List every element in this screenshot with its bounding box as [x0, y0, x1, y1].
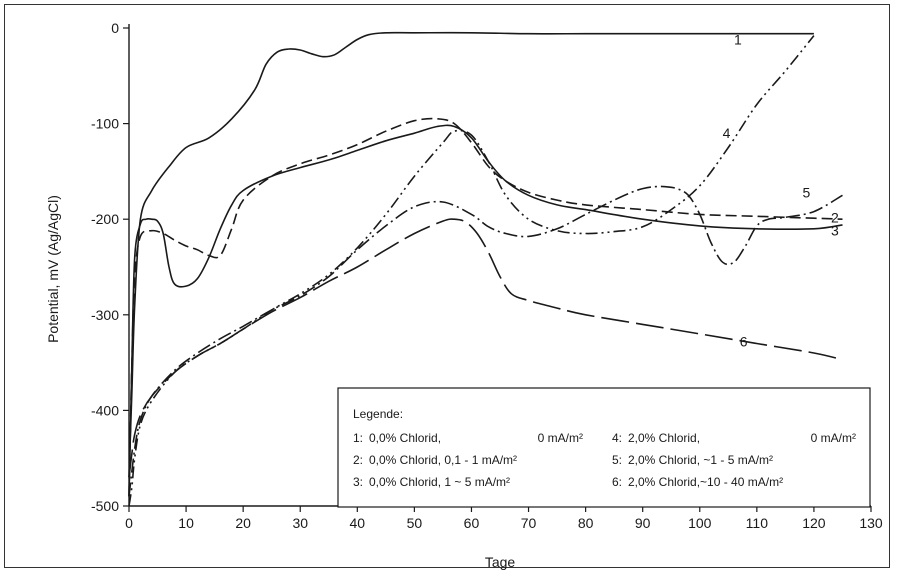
legend-entry-description: 0,0% Chlorid, 1 ~ 5 mA/m²	[369, 475, 510, 489]
y-tick-label: -500	[91, 498, 119, 514]
series-4-label: 4	[723, 125, 731, 141]
y-tick-label: 0	[111, 20, 119, 36]
x-tick-label: 110	[746, 515, 769, 531]
legend-entry: 6: 2,0% Chlorid,~10 - 40 mA/m²	[612, 475, 783, 489]
x-tick-label: 130	[859, 515, 883, 531]
series-3-line	[128, 124, 843, 497]
y-tick-label: -200	[91, 211, 119, 227]
legend-entry-number: 1:	[353, 431, 363, 445]
x-tick-label: 50	[407, 515, 423, 531]
y-axis-title: Potential, mV (Ag/AgCl)	[45, 195, 61, 343]
y-tick-label: -300	[91, 307, 119, 323]
legend-entry-description: 2,0% Chlorid, ~1 - 5 mA/m²	[628, 453, 773, 467]
x-tick-label: 0	[125, 515, 133, 531]
legend-entries: 1: 0,0% Chlorid, 0 mA/m² 2: 0,0% Chlorid, 0,…	[353, 431, 856, 489]
curves	[128, 31, 843, 507]
series-2-label: 2	[831, 209, 839, 225]
legend-entry-number: 5:	[612, 453, 622, 467]
x-tick-label: 30	[292, 515, 308, 531]
legend-entry-description: 0,0% Chlorid,	[369, 431, 441, 445]
x-tick-label: 10	[178, 515, 194, 531]
x-tick-label: 100	[688, 515, 712, 531]
legend-box	[337, 387, 871, 508]
series-5-label: 5	[803, 184, 811, 200]
x-tick-label: 80	[578, 515, 594, 531]
legend-entry: 1: 0,0% Chlorid, 0 mA/m²	[353, 431, 583, 445]
axes: 0 -100 -200 -300 -400 -500 0 10 20 30 40 50 60 70 80 90…	[91, 20, 883, 531]
legend-entry-description: 0,0% Chlorid, 0,1 - 1 mA/m²	[369, 453, 517, 467]
legend-entry: 3: 0,0% Chlorid, 1 ~ 5 mA/m²	[353, 475, 510, 489]
series-1-line	[128, 31, 814, 478]
legend-title: Legende:	[353, 407, 403, 421]
series-5-line	[128, 185, 843, 497]
series-3-label: 3	[831, 223, 839, 239]
legend-entry: 2: 0,0% Chlorid, 0,1 - 1 mA/m²	[353, 453, 517, 467]
legend-entry-number: 4:	[612, 431, 622, 445]
x-tick-label: 120	[802, 515, 826, 531]
series-6-line	[128, 218, 843, 478]
legend-entry: 4: 2,0% Chlorid, 0 mA/m²	[612, 431, 856, 445]
series-1-label: 1	[734, 31, 742, 47]
series-6-label: 6	[740, 334, 748, 350]
y-tick-label: -100	[91, 116, 119, 132]
y-tick-label: -400	[91, 402, 119, 418]
x-tick-label: 70	[521, 515, 537, 531]
legend: Legende: 1: 0,0% Chlorid, 0 mA/m² 2: 0,0% Ch…	[337, 387, 871, 508]
x-axis-title: Tage	[485, 554, 516, 570]
legend-entry-number: 6:	[612, 475, 622, 489]
legend-entry-number: 2:	[353, 453, 363, 467]
chart-frame	[4, 4, 890, 568]
legend-entry-description: 2,0% Chlorid,	[628, 431, 700, 445]
series-2-line	[128, 117, 843, 497]
x-tick-label: 20	[235, 515, 251, 531]
x-tick-label: 40	[350, 515, 366, 531]
x-tick-label: 60	[464, 515, 480, 531]
legend-entry-description: 2,0% Chlorid,~10 - 40 mA/m²	[628, 475, 783, 489]
legend-entry-current: 0 mA/m²	[538, 431, 583, 445]
legend-entry-current: 0 mA/m²	[811, 431, 856, 445]
legend-entry-number: 3:	[353, 475, 363, 489]
legend-entry: 5: 2,0% Chlorid, ~1 - 5 mA/m²	[612, 453, 773, 467]
x-tick-label: 90	[635, 515, 651, 531]
